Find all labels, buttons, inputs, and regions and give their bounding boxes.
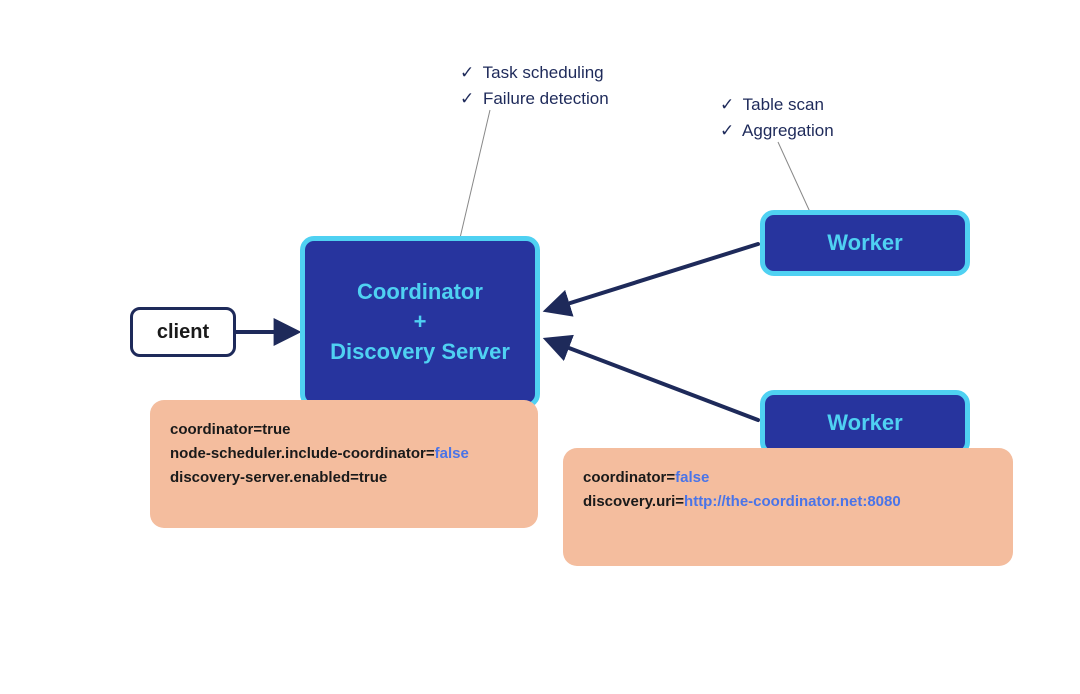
leader-line-1 (778, 142, 810, 212)
config-key: coordinator= (583, 469, 675, 486)
annotation-text: Aggregation (738, 121, 833, 140)
check-icon: ✓ (460, 89, 474, 108)
worker2-node: Worker (760, 390, 970, 456)
coordinator-line2: + (330, 307, 510, 337)
coordinator-annotation: ✓ Task scheduling✓ Failure detection (460, 60, 609, 111)
check-icon: ✓ (720, 121, 734, 140)
worker-annotation: ✓ Table scan✓ Aggregation (720, 92, 834, 143)
coordinator-label-group: Coordinator + Discovery Server (330, 277, 510, 366)
config-value: true (262, 421, 290, 438)
worker2-label: Worker (827, 408, 902, 438)
check-icon: ✓ (460, 63, 474, 82)
config-value: http://the-coordinator.net:8080 (684, 493, 901, 510)
config-value: false (675, 469, 709, 486)
annotation-text: Table scan (738, 95, 824, 114)
edge-worker1-to-coord (548, 244, 758, 310)
config-value: true (359, 469, 387, 486)
worker1-node: Worker (760, 210, 970, 276)
annotation-item: ✓ Table scan (720, 92, 834, 118)
annotation-item: ✓ Aggregation (720, 118, 834, 144)
config-key: discovery-server.enabled= (170, 469, 359, 486)
config-key: node-scheduler.include-coordinator= (170, 445, 435, 462)
diagram-canvas: client Coordinator + Discovery Server Wo… (0, 0, 1080, 694)
client-node: client (130, 307, 236, 357)
annotation-text: Failure detection (478, 89, 608, 108)
coordinator-line3: Discovery Server (330, 337, 510, 367)
worker-config-box: coordinator=falsediscovery.uri=http://th… (563, 448, 1013, 566)
coordinator-line1: Coordinator (330, 277, 510, 307)
check-icon: ✓ (720, 95, 734, 114)
config-line: coordinator=false (583, 466, 993, 490)
coordinator-node: Coordinator + Discovery Server (300, 236, 540, 408)
annotation-item: ✓ Task scheduling (460, 60, 609, 86)
edge-worker2-to-coord (548, 340, 758, 420)
config-key: discovery.uri= (583, 493, 684, 510)
leader-line-0 (460, 110, 490, 238)
config-line: discovery.uri=http://the-coordinator.net… (583, 490, 993, 514)
config-line: node-scheduler.include-coordinator=false (170, 442, 518, 466)
config-line: coordinator=true (170, 418, 518, 442)
config-value: false (435, 445, 469, 462)
coordinator-config-box: coordinator=truenode-scheduler.include-c… (150, 400, 538, 528)
config-line: discovery-server.enabled=true (170, 466, 518, 490)
annotation-item: ✓ Failure detection (460, 86, 609, 112)
client-label: client (157, 319, 209, 346)
config-key: coordinator= (170, 421, 262, 438)
worker1-label: Worker (827, 228, 902, 258)
annotation-text: Task scheduling (478, 63, 603, 82)
